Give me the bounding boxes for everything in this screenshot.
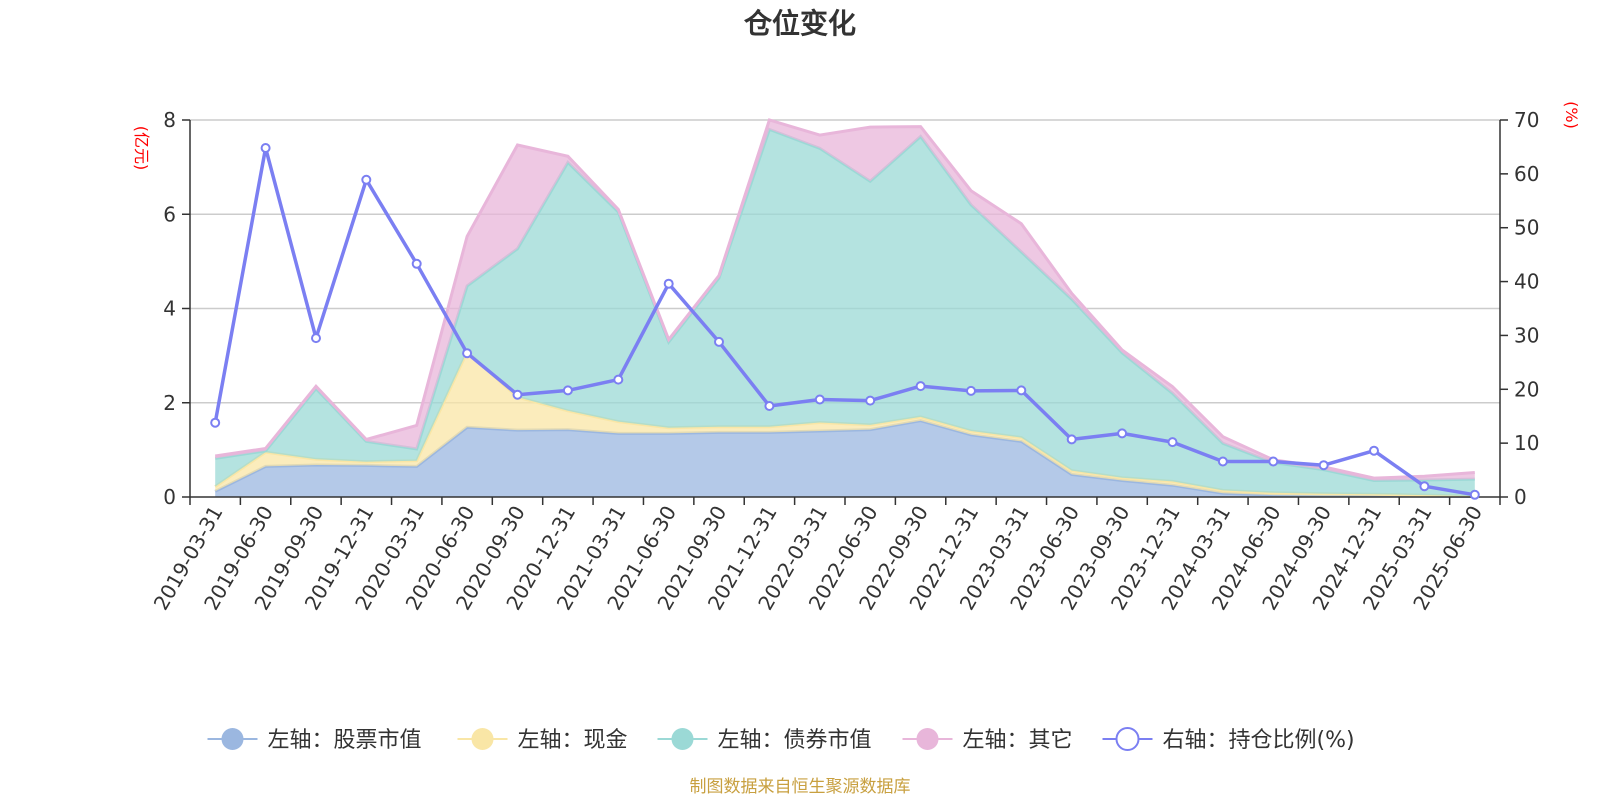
right-tick-label-4: 40 <box>1514 270 1539 294</box>
footer-source: 制图数据来自恒生聚源数据库 <box>690 777 911 797</box>
ratio-point-11 <box>764 401 775 411</box>
ratio-point-3 <box>361 174 372 185</box>
ratio-point-16 <box>1016 385 1027 396</box>
right-tick-label-6: 60 <box>1514 162 1539 186</box>
legend-item-1: 左轴：现金 <box>457 728 628 753</box>
ratio-point-9 <box>663 278 674 289</box>
area-series-0 <box>215 420 1475 497</box>
ratio-point-7 <box>562 385 573 396</box>
ratio-point-23 <box>1369 445 1379 456</box>
legend-marker-1 <box>471 728 494 750</box>
ratio-point-4 <box>411 258 422 269</box>
legend-label-3: 左轴：其它 <box>963 728 1073 753</box>
legend-label-0: 左轴：股票市值 <box>268 728 422 753</box>
right-tick-label-7: 70 <box>1514 108 1539 132</box>
ratio-point-1 <box>260 143 271 153</box>
ratio-point-22 <box>1318 460 1329 471</box>
left-tick-label-1: 2 <box>163 391 176 415</box>
legend-item-0: 左轴：股票市值 <box>207 728 422 753</box>
right-axis-ticks: 0 10 20 30 40 50 60 70 <box>1500 108 1539 509</box>
left-axis-ticks: 0 2 4 6 8 <box>163 108 190 509</box>
left-tick-label-3: 6 <box>163 202 176 226</box>
chart-title: 仓位变化 <box>744 7 856 40</box>
ratio-point-17 <box>1066 434 1077 445</box>
ratio-point-20 <box>1217 456 1228 467</box>
ratio-point-10 <box>714 336 724 347</box>
legend-label-2: 左轴：债券市值 <box>718 728 872 753</box>
left-axis-unit: (亿元) <box>132 126 151 171</box>
ratio-line <box>210 143 1480 500</box>
area-series-3 <box>215 120 1475 481</box>
ratio-point-14 <box>915 381 926 392</box>
stacked-areas <box>214 118 1475 498</box>
ratio-point-8 <box>613 374 624 385</box>
ratio-point-12 <box>814 394 825 405</box>
left-tick-label-2: 4 <box>163 297 176 321</box>
right-tick-label-3: 30 <box>1514 323 1539 347</box>
legend-marker-3 <box>916 728 939 750</box>
legend-item-4: 右轴：持仓比例(%) <box>1102 727 1355 753</box>
area-series-2 <box>215 129 1475 497</box>
ratio-point-25 <box>1469 489 1480 500</box>
ratio-point-13 <box>865 395 876 406</box>
legend-label-4: 右轴：持仓比例(%) <box>1163 728 1355 753</box>
legend-label-1: 左轴：现金 <box>518 728 628 753</box>
legend-marker-0 <box>221 728 244 750</box>
legend-marker-4 <box>1115 727 1140 751</box>
x-axis-tick-labels: 2019-03-312019-06-302019-09-302019-12-31… <box>149 502 1488 615</box>
legend-marker-2 <box>671 728 694 750</box>
ratio-point-6 <box>512 389 523 400</box>
ratio-point-24 <box>1419 481 1430 492</box>
right-tick-label-1: 10 <box>1514 431 1539 455</box>
left-tick-label-0: 0 <box>163 485 176 509</box>
ratio-point-2 <box>311 333 321 344</box>
legend-item-2: 左轴：债券市值 <box>657 728 872 753</box>
right-tick-label-5: 50 <box>1514 216 1539 240</box>
ratio-point-5 <box>462 348 473 359</box>
legend-item-3: 左轴：其它 <box>902 728 1073 753</box>
ratio-point-19 <box>1167 437 1178 448</box>
area-edge-3 <box>214 118 1475 480</box>
ratio-point-21 <box>1268 456 1279 467</box>
ratio-point-0 <box>210 417 221 428</box>
ratio-point-15 <box>966 385 976 396</box>
ratio-point-18 <box>1117 428 1128 439</box>
left-tick-label-4: 8 <box>163 108 176 132</box>
ratio-line-path <box>213 146 1476 497</box>
legend: 左轴：股票市值 左轴：现金 左轴：债券市值 左轴：其它 右轴：持仓比例(%) <box>207 727 1355 753</box>
right-tick-label-0: 0 <box>1514 485 1527 509</box>
right-axis-unit: (%) <box>1562 101 1581 129</box>
right-tick-label-2: 20 <box>1514 377 1539 401</box>
